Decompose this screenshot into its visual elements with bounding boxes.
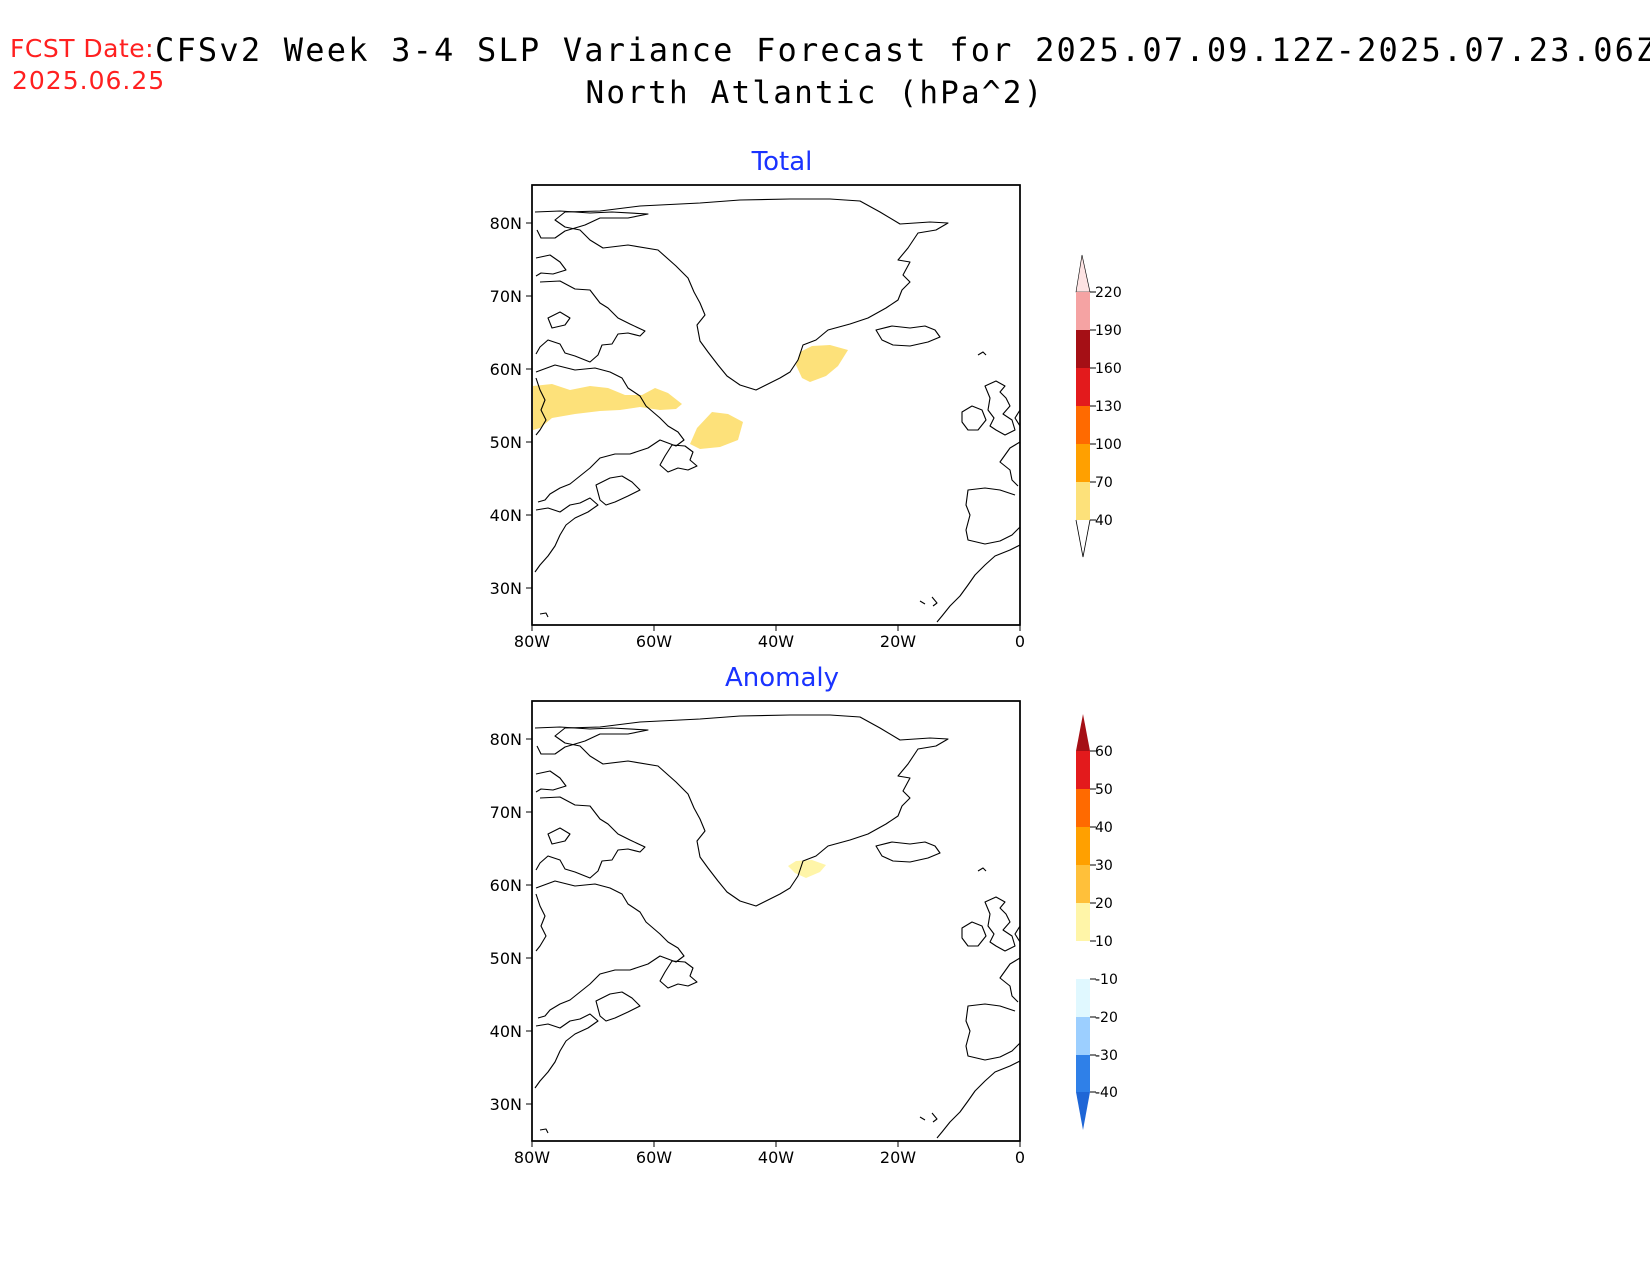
anomaly-colorbar: 60 50 40 30 20 10 -10 -20 -30 -40 bbox=[1076, 714, 1118, 1130]
anomaly-map-frame bbox=[531, 700, 1021, 1142]
total-panel-title: Total bbox=[751, 147, 813, 177]
lat-label: 30N bbox=[490, 1095, 522, 1114]
lon-label: 40W bbox=[758, 632, 794, 651]
total-legend-label: 100 bbox=[1095, 437, 1122, 453]
anomaly-panel-title: Anomaly bbox=[725, 663, 839, 693]
total-legend-label: 160 bbox=[1095, 361, 1122, 377]
total-lon-labels: 80W 60W 40W 20W 0 bbox=[514, 632, 1025, 651]
anomaly-legend-label: -10 bbox=[1095, 972, 1118, 988]
lon-label: 60W bbox=[636, 1148, 672, 1167]
anomaly-legend-label: 60 bbox=[1095, 744, 1113, 760]
lat-label: 60N bbox=[490, 876, 522, 895]
lon-label: 20W bbox=[880, 1148, 916, 1167]
lat-label: 80N bbox=[490, 214, 522, 233]
anomaly-shade-farewell bbox=[788, 860, 826, 878]
lat-label: 40N bbox=[490, 506, 522, 525]
anomaly-legend-label: -40 bbox=[1095, 1085, 1118, 1101]
anomaly-lon-labels: 80W 60W 40W 20W 0 bbox=[514, 1148, 1025, 1167]
lon-label: 80W bbox=[514, 632, 550, 651]
lat-label: 40N bbox=[490, 1022, 522, 1041]
total-shade-labrador bbox=[533, 384, 682, 430]
anomaly-legend-label: 40 bbox=[1095, 820, 1113, 836]
lat-label: 50N bbox=[490, 433, 522, 452]
total-legend-label: 40 bbox=[1095, 513, 1113, 529]
anomaly-panel: Anomaly 80N 70N 60N 50N 40N 30N 80W 60W … bbox=[490, 663, 1118, 1167]
lon-label: 0 bbox=[1015, 1148, 1025, 1167]
total-shade-farewell bbox=[796, 345, 848, 382]
total-shade-newfoundland bbox=[690, 412, 743, 449]
total-lat-tick-marks bbox=[526, 222, 1021, 631]
lat-label: 50N bbox=[490, 949, 522, 968]
anomaly-legend-label: -30 bbox=[1095, 1048, 1118, 1064]
total-legend-label: 190 bbox=[1095, 323, 1122, 339]
page-subtitle-text: North Atlantic (hPa^2) bbox=[585, 75, 1045, 111]
anomaly-legend-label: 30 bbox=[1095, 858, 1113, 874]
lat-label: 30N bbox=[490, 579, 522, 598]
lon-label: 60W bbox=[636, 632, 672, 651]
total-legend-label: 70 bbox=[1095, 475, 1113, 491]
lat-label: 80N bbox=[490, 730, 522, 749]
total-lat-labels: 80N 70N 60N 50N 40N 30N bbox=[490, 214, 522, 598]
anomaly-legend-label: 50 bbox=[1095, 782, 1113, 798]
lon-label: 0 bbox=[1015, 632, 1025, 651]
fcst-date-value: 2025.06.25 bbox=[12, 66, 166, 95]
anomaly-lat-labels: 80N 70N 60N 50N 40N 30N bbox=[490, 730, 522, 1114]
page-title: CFSv2 Week 3-4 SLP Variance Forecast for… bbox=[155, 31, 1650, 69]
lon-label: 20W bbox=[880, 632, 916, 651]
anomaly-legend-label: 20 bbox=[1095, 896, 1113, 912]
page-subtitle: North Atlantic (hPa^2) bbox=[0, 78, 1650, 109]
total-colorbar: 220 190 160 130 100 70 40 bbox=[1075, 254, 1122, 558]
anomaly-tick-marks bbox=[526, 738, 1021, 1147]
total-legend-label: 130 bbox=[1095, 399, 1122, 415]
lon-label: 80W bbox=[514, 1148, 550, 1167]
total-legend-label: 220 bbox=[1095, 285, 1122, 301]
anomaly-legend-label: -20 bbox=[1095, 1010, 1118, 1026]
lat-label: 60N bbox=[490, 360, 522, 379]
fcst-date-label: FCST Date: bbox=[10, 34, 155, 63]
lat-label: 70N bbox=[490, 803, 522, 822]
lat-label: 70N bbox=[490, 287, 522, 306]
lon-label: 40W bbox=[758, 1148, 794, 1167]
total-panel: Total 80N 70N 60N 50N 40N 30N 80W 60W bbox=[490, 147, 1122, 651]
anomaly-legend-label: 10 bbox=[1095, 934, 1113, 950]
